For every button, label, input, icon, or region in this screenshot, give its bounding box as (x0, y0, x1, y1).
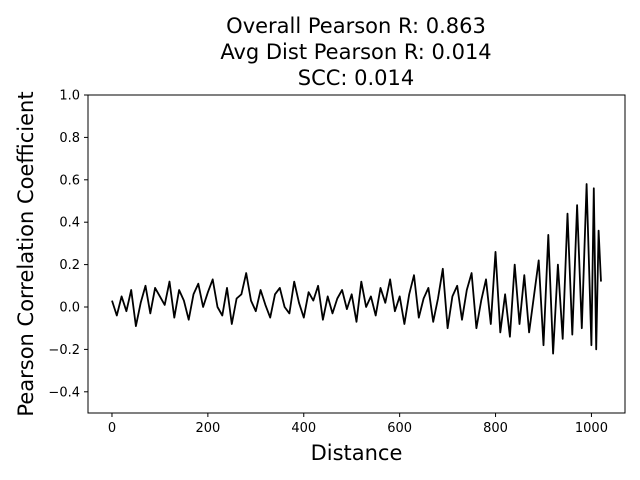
x-tick-label: 0 (108, 421, 116, 436)
chart-title-line: Avg Dist Pearson R: 0.014 (220, 40, 491, 64)
y-tick-label: 0.6 (59, 173, 80, 188)
x-tick-label: 400 (291, 421, 316, 436)
y-axis: −0.4 −0.2 0.0 0.2 0.4 0.6 0.8 1.0 (48, 89, 88, 400)
y-tick-label: 0.8 (59, 131, 80, 146)
series-line (111, 183, 602, 355)
plot-frame (87, 94, 626, 414)
chart-title-line: Overall Pearson R: 0.863 (226, 14, 486, 38)
y-tick-label: 1.0 (59, 89, 80, 104)
x-axis-label: Distance (311, 441, 403, 465)
y-tick-label: 0.2 (59, 258, 80, 273)
x-tick-label: 1000 (575, 421, 608, 436)
y-tick-label: 0.4 (59, 216, 80, 231)
y-tick-label: −0.2 (48, 343, 80, 358)
x-tick-label: 800 (483, 421, 508, 436)
x-tick-label: 200 (195, 421, 220, 436)
x-tick-label: 600 (387, 421, 412, 436)
x-axis: 0 200 400 600 800 1000 (108, 413, 608, 436)
plot-area (87, 94, 626, 414)
y-axis-label: Pearson Correlation Coefficient (14, 91, 38, 416)
y-tick-label: −0.4 (48, 385, 80, 400)
chart-title-line: SCC: 0.014 (298, 66, 415, 90)
y-tick-label: 0.0 (59, 301, 80, 316)
